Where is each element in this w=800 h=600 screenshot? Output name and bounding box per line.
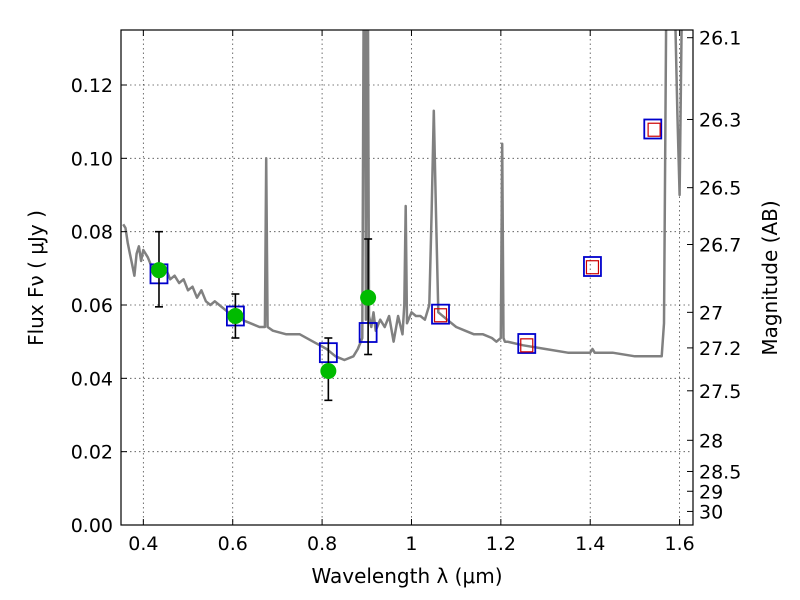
model-photometry-square — [583, 256, 602, 277]
y-tick-label: 0.06 — [71, 295, 113, 317]
model-spectrum-line — [122, 30, 683, 362]
y-tick-label: 0.00 — [71, 515, 113, 537]
model-prediction-square — [647, 122, 661, 137]
y-right-tick-label: 29 — [699, 481, 723, 503]
x-tick-label: 1.6 — [664, 533, 694, 555]
y-tick-label: 0.04 — [71, 368, 113, 390]
y-right-tick-label: 30 — [699, 501, 723, 523]
y-axis-label: Flux Fν ( μJy ) — [24, 210, 48, 346]
axis-ticks: 0.4 0.6 0.8 1 1.2 1.4 1.6 0.00 0.02 0.04 0.06 0.08 0… — [71, 28, 742, 555]
x-tick-label: 1 — [405, 533, 417, 555]
x-tick-label: 1.4 — [575, 533, 605, 555]
model-prediction-square — [433, 308, 448, 323]
model-photometry-square — [517, 333, 537, 354]
data-points-layer — [149, 118, 663, 402]
x-tick-label: 0.8 — [307, 533, 337, 555]
y-tick-label: 0.12 — [71, 75, 113, 97]
model-prediction-square — [585, 260, 600, 275]
y-right-tick-label: 26.3 — [699, 109, 741, 131]
y-tick-label: 0.08 — [71, 222, 113, 244]
y-right-tick-label: 27.2 — [699, 338, 741, 360]
x-tick-label: 1.2 — [486, 533, 516, 555]
y-axis-right-label: Magnitude (AB) — [758, 200, 782, 355]
y-right-tick-label: 27 — [699, 302, 723, 324]
x-tick-label: 0.6 — [218, 533, 248, 555]
observed-flux-point — [227, 308, 244, 324]
observed-flux-point — [320, 363, 337, 379]
plot-frame — [120, 29, 694, 526]
y-right-tick-label: 28 — [699, 430, 723, 452]
y-right-tick-label: 26.1 — [699, 28, 741, 50]
observed-flux-point — [150, 262, 167, 279]
model-photometry-square — [643, 118, 663, 140]
x-tick-label: 0.4 — [128, 533, 158, 555]
model-prediction-square — [520, 338, 534, 353]
model-spectrum-layer — [122, 30, 683, 362]
y-right-tick-label: 27.5 — [699, 381, 741, 403]
y-right-tick-label: 26.5 — [699, 178, 741, 200]
y-tick-label: 0.10 — [71, 148, 113, 170]
y-tick-label: 0.02 — [71, 442, 113, 464]
model-photometry-square — [431, 303, 450, 325]
x-axis-label: Wavelength λ (μm) — [311, 564, 502, 588]
y-right-tick-label: 26.7 — [699, 235, 741, 257]
y-right-tick-label: 28.5 — [699, 461, 741, 483]
observed-flux-point — [360, 289, 377, 306]
